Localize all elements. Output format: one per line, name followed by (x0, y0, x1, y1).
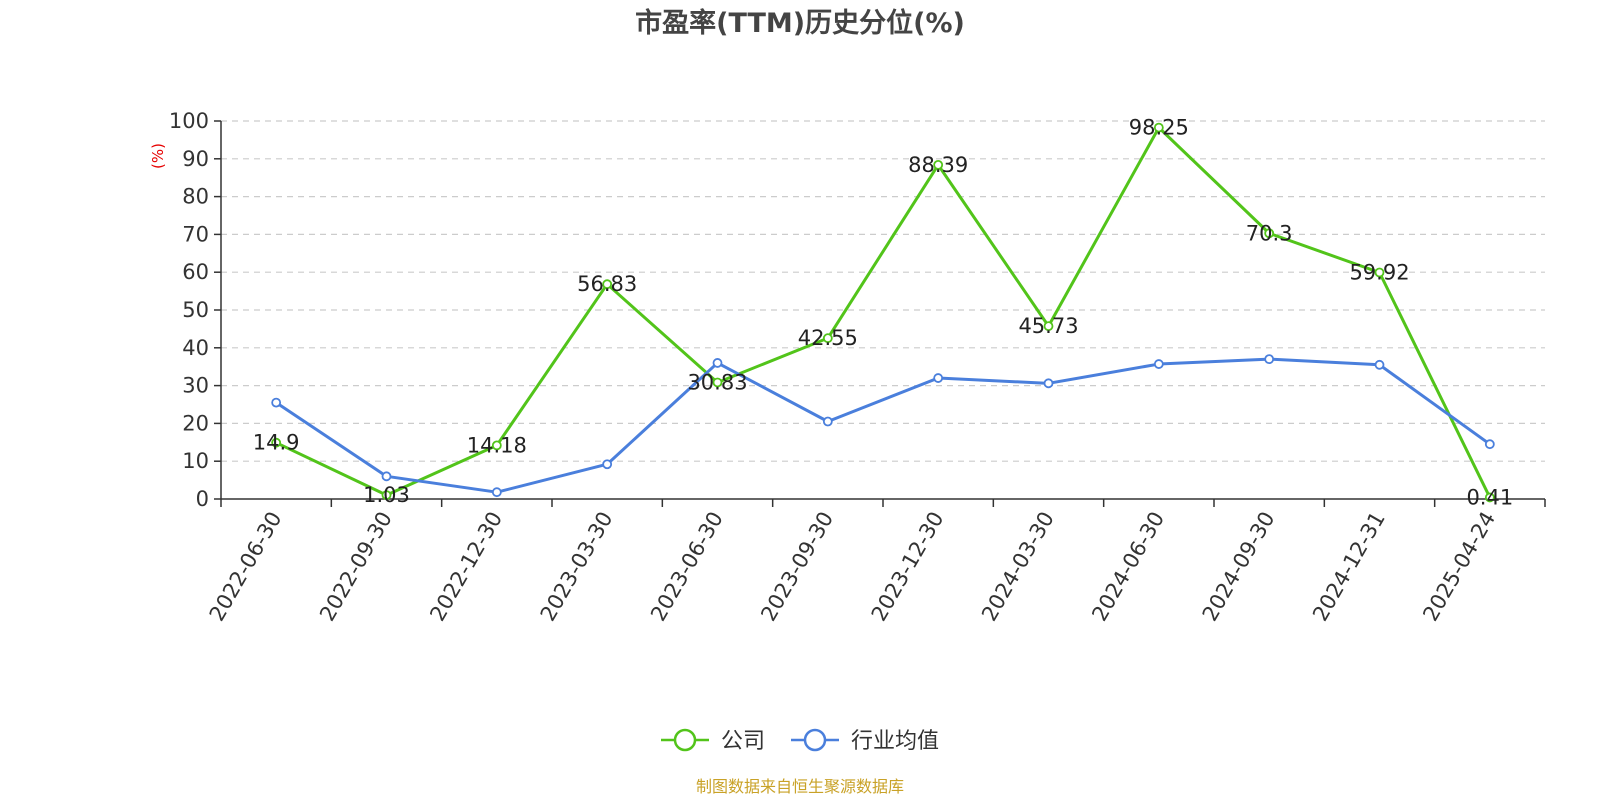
company-data-point[interactable] (271, 437, 282, 448)
company-data-label: 1.03 (363, 483, 410, 507)
y-tick-label: 80 (182, 185, 209, 209)
industry-data-point[interactable] (1484, 439, 1495, 450)
industry-data-point[interactable] (491, 487, 502, 498)
legend-company-label: 公司 (721, 729, 765, 754)
x-tick-label: 2022-12-30 (425, 508, 507, 626)
axes: 0 10 20 30 40 50 60 70 80 90 100 2022-06-30 2022-09-… (169, 109, 1546, 626)
industry-data-point[interactable] (271, 397, 282, 408)
company-data-point[interactable] (602, 279, 613, 290)
company-data-point[interactable] (1264, 228, 1275, 239)
company-data-label: 14.9 (253, 431, 300, 455)
x-tick-label: 2023-12-30 (867, 508, 949, 626)
y-tick-label: 50 (182, 298, 209, 322)
data-source-note: 制图数据来自恒生聚源数据库 (696, 777, 904, 796)
data-labels: 14.9 1.03 14.18 56.83 30.83 42.55 88.39 45.73 98… (253, 116, 1513, 510)
grid-lines (221, 120, 1545, 462)
legend-item-company[interactable]: 公司 (661, 728, 765, 754)
company-data-point[interactable] (491, 440, 502, 451)
x-tick-label: 2023-03-30 (536, 508, 618, 626)
y-tick-label: 90 (182, 147, 209, 171)
legend: 公司 行业均值 (661, 728, 939, 754)
company-data-point[interactable] (712, 377, 723, 388)
y-tick-label: 100 (169, 109, 209, 133)
x-tick-label: 2024-09-30 (1198, 508, 1280, 626)
industry-data-point[interactable] (933, 373, 944, 383)
y-tick-label: 40 (182, 336, 209, 360)
y-tick-label: 10 (182, 449, 209, 473)
legend-item-industry[interactable]: 行业均值 (791, 728, 939, 754)
y-tick-label: 70 (182, 222, 209, 246)
x-tick-label: 2024-06-30 (1087, 508, 1169, 626)
company-data-label: 14.18 (467, 433, 527, 457)
industry-data-point[interactable] (1374, 359, 1385, 370)
x-tick-label: 2023-09-30 (756, 508, 838, 626)
company-data-label: 56.83 (577, 272, 637, 296)
company-data-point[interactable] (933, 159, 944, 170)
company-data-label: 59.92 (1349, 261, 1409, 285)
company-data-label: 30.83 (687, 370, 747, 394)
legend-industry-label: 行业均值 (851, 729, 939, 754)
y-axis-label: (%) (149, 143, 167, 169)
x-tick-label: 2024-12-31 (1308, 508, 1390, 626)
y-tick-label: 60 (182, 260, 209, 284)
company-data-point[interactable] (1043, 321, 1054, 332)
x-tick-label: 2023-06-30 (646, 508, 728, 626)
company-data-label: 0.41 (1466, 485, 1513, 509)
y-tick-label: 0 (196, 487, 209, 511)
industry-data-point[interactable] (822, 416, 833, 427)
company-data-point[interactable] (1374, 267, 1385, 278)
legend-company-swatch-circle (673, 728, 697, 752)
series-lines (271, 122, 1495, 503)
industry-series-line (275, 357, 1491, 494)
company-data-point[interactable] (1484, 492, 1495, 503)
industry-data-point[interactable] (1264, 354, 1275, 365)
company-data-point[interactable] (822, 333, 833, 344)
industry-data-point[interactable] (1153, 359, 1164, 369)
y-tick-label: 30 (182, 374, 209, 398)
x-tick-label: 2022-06-30 (205, 508, 287, 626)
company-data-label: 70.3 (1246, 221, 1293, 245)
company-data-point[interactable] (381, 490, 392, 501)
company-series-line (275, 126, 1492, 499)
company-data-label: 42.55 (798, 326, 858, 350)
company-data-label: 98.25 (1129, 116, 1189, 140)
industry-data-point[interactable] (1043, 378, 1054, 389)
x-tick-label: 2024-03-30 (977, 508, 1059, 626)
industry-data-point[interactable] (381, 471, 392, 482)
company-data-label: 45.73 (1018, 314, 1078, 338)
company-data-label: 88.39 (908, 153, 968, 177)
x-tick-label: 2022-09-30 (315, 508, 397, 626)
company-data-point[interactable] (1153, 122, 1164, 133)
chart-title: 市盈率(TTM)历史分位(%) (635, 7, 965, 39)
y-tick-label: 20 (182, 411, 209, 435)
industry-data-point[interactable] (712, 358, 723, 368)
x-tick-label: 2025-04-24 (1418, 508, 1500, 626)
industry-data-point[interactable] (602, 459, 613, 470)
legend-industry-swatch-circle (803, 728, 827, 752)
